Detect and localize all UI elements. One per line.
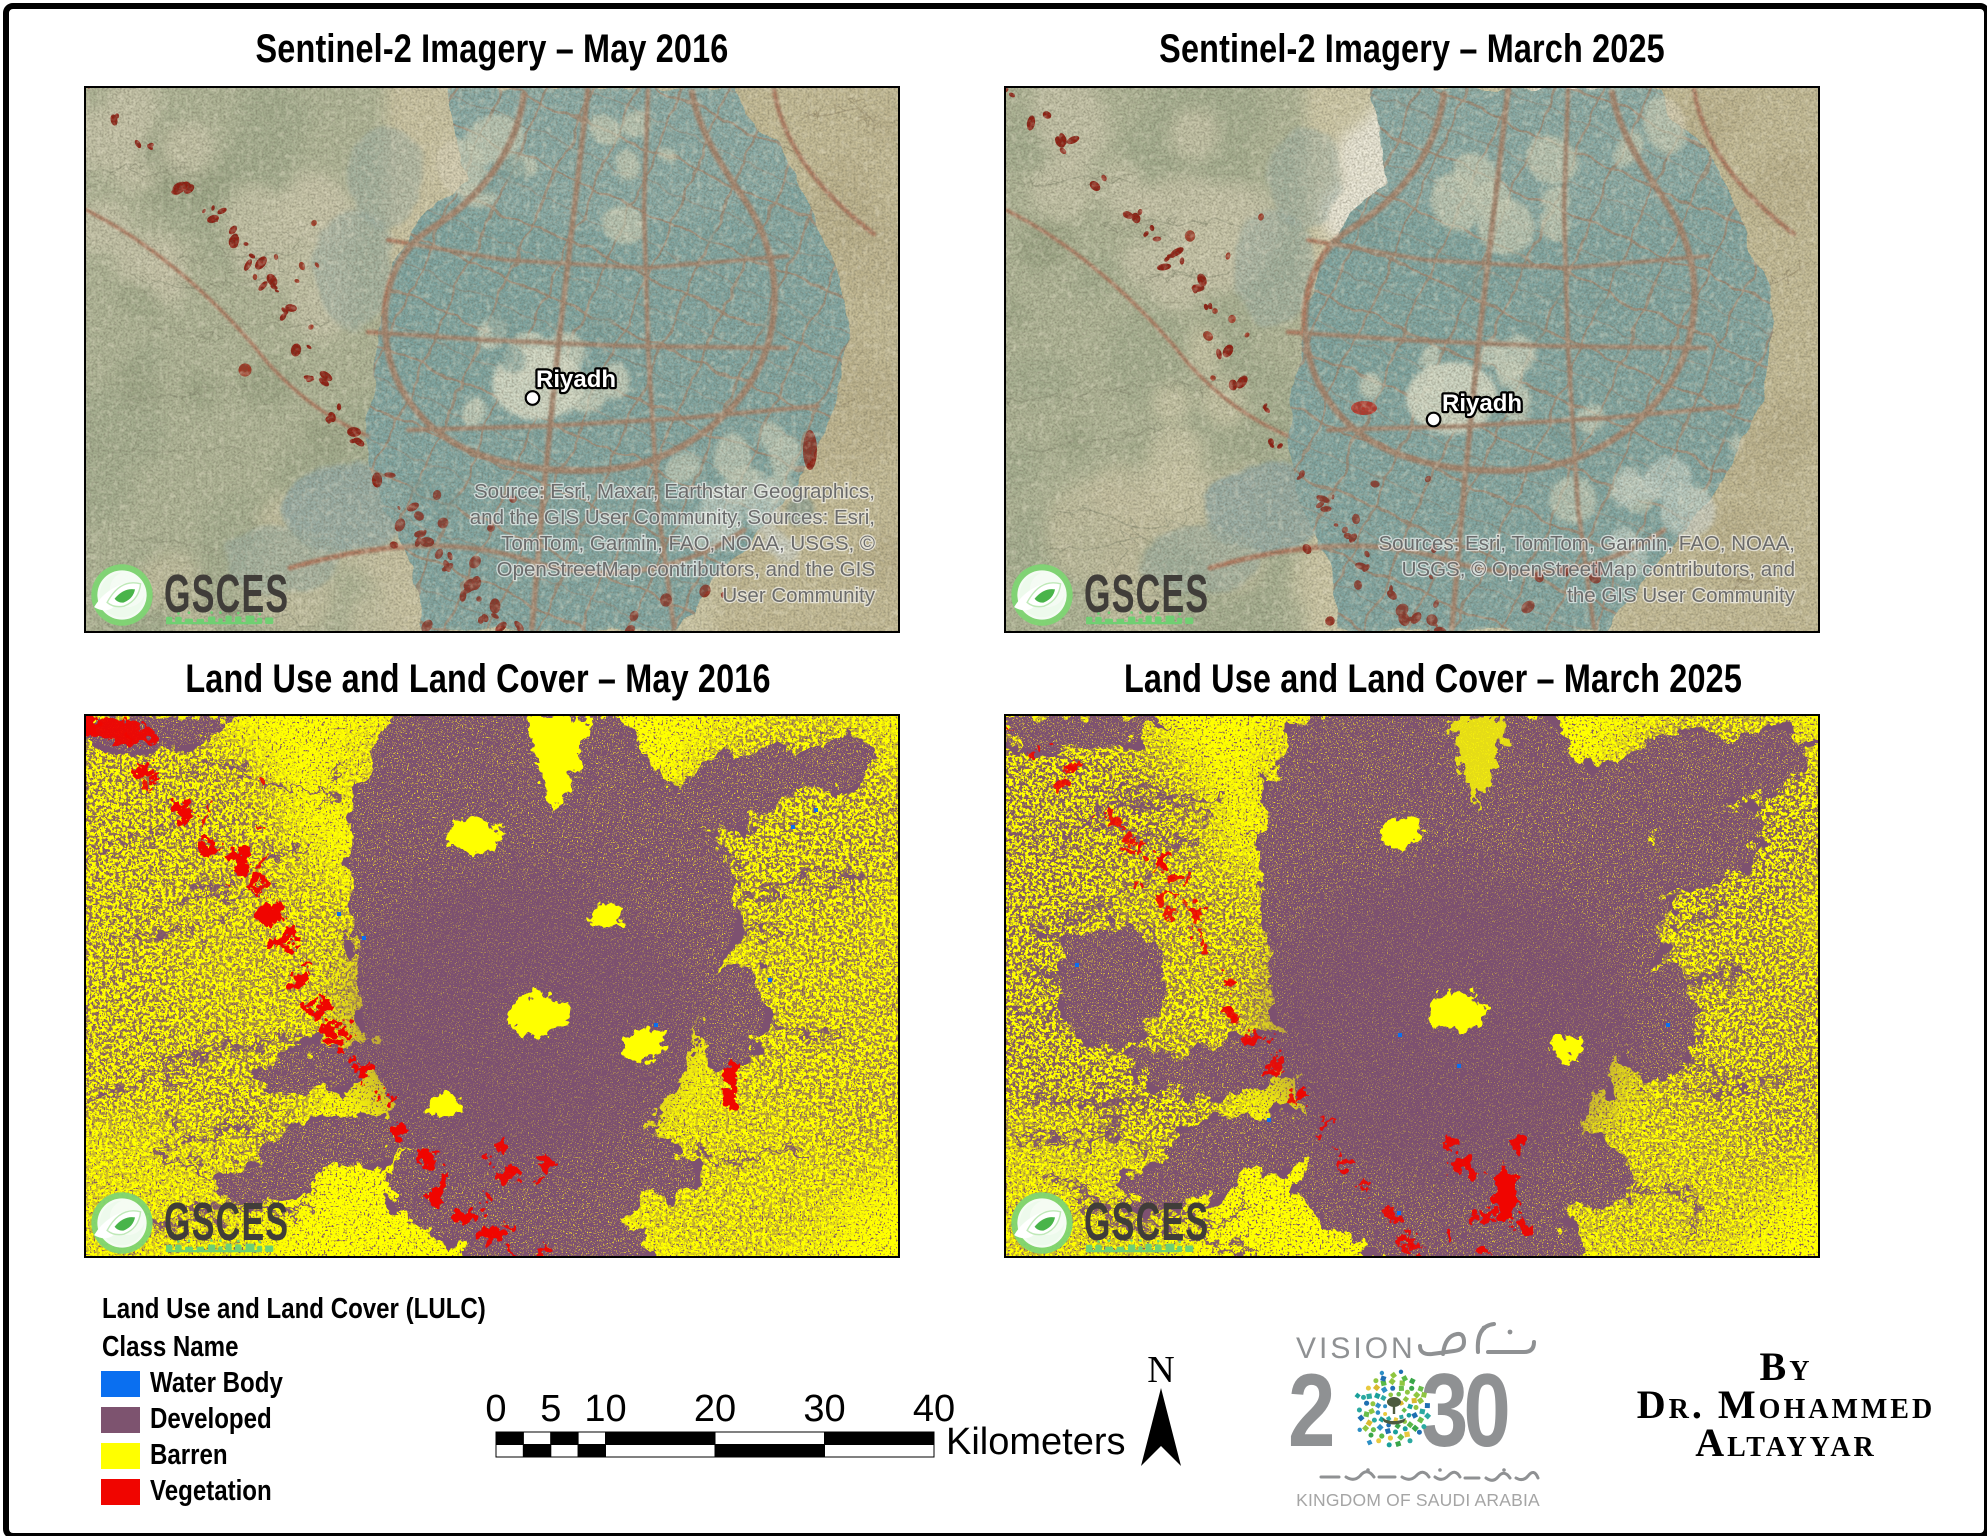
svg-text:Source: Esri, Maxar, Earthstar: Source: Esri, Maxar, Earthstar Geographi… xyxy=(474,480,875,503)
svg-text:and the GIS User Community, So: and the GIS User Community, Sources: Esr… xyxy=(470,506,875,529)
svg-text:Riyadh: Riyadh xyxy=(536,366,616,393)
svg-text:OpenStreetMap contributors, an: OpenStreetMap contributors, and the GIS xyxy=(497,558,875,581)
svg-text:5: 5 xyxy=(540,1388,561,1430)
svg-text:30: 30 xyxy=(803,1388,845,1430)
svg-text:40: 40 xyxy=(913,1388,955,1430)
svg-text:Source: Esri, Maxar, Earthstar: Source: Esri, Maxar, Earthstar Geographi… xyxy=(474,480,875,503)
svg-text:TomTom, Garmin, FAO, NOAA, USG: TomTom, Garmin, FAO, NOAA, USGS, © xyxy=(501,532,875,555)
svg-text:GSCES: GSCES xyxy=(1084,563,1209,624)
svg-text:0: 0 xyxy=(485,1388,506,1430)
svg-text:TomTom, Garmin, FAO, NOAA, USG: TomTom, Garmin, FAO, NOAA, USGS, © xyxy=(501,532,875,555)
svg-text:GSCES: GSCES xyxy=(164,563,289,624)
svg-text:User Community: User Community xyxy=(722,584,875,607)
svg-text:Riyadh: Riyadh xyxy=(1442,390,1522,417)
svg-text:USGS, © OpenStreetMap contribu: USGS, © OpenStreetMap contributors, and xyxy=(1402,558,1795,581)
svg-text:Riyadh: Riyadh xyxy=(1442,390,1522,417)
svg-text:Riyadh: Riyadh xyxy=(536,366,616,393)
svg-text:the GIS User Community: the GIS User Community xyxy=(1567,584,1796,607)
svg-text:Sources: Esri, TomTom, Garmin,: Sources: Esri, TomTom, Garmin, FAO, NOAA… xyxy=(1378,532,1795,555)
svg-text:20: 20 xyxy=(694,1388,736,1430)
svg-text:2: 2 xyxy=(1288,1353,1333,1469)
svg-text:KINGDOM OF SAUDI ARABIA: KINGDOM OF SAUDI ARABIA xyxy=(1296,1490,1540,1510)
svg-text:N: N xyxy=(1147,1349,1174,1391)
svg-text:USGS, © OpenStreetMap contribu: USGS, © OpenStreetMap contributors, and xyxy=(1402,558,1795,581)
svg-text:GSCES: GSCES xyxy=(1084,1191,1209,1252)
svg-text:Kilometers: Kilometers xyxy=(946,1421,1126,1460)
svg-text:User Community: User Community xyxy=(722,584,875,607)
svg-text:VISION: VISION xyxy=(1296,1332,1416,1365)
svg-text:10: 10 xyxy=(584,1388,626,1430)
svg-text:the GIS User Community: the GIS User Community xyxy=(1567,584,1796,607)
svg-text:GSCES: GSCES xyxy=(164,1191,289,1252)
svg-text:and the GIS User Community, So: and the GIS User Community, Sources: Esr… xyxy=(470,506,875,529)
svg-text:Sources: Esri, TomTom, Garmin,: Sources: Esri, TomTom, Garmin, FAO, NOAA… xyxy=(1378,532,1795,555)
svg-text:OpenStreetMap contributors, an: OpenStreetMap contributors, and the GIS xyxy=(497,558,875,581)
svg-text:30: 30 xyxy=(1421,1353,1507,1469)
